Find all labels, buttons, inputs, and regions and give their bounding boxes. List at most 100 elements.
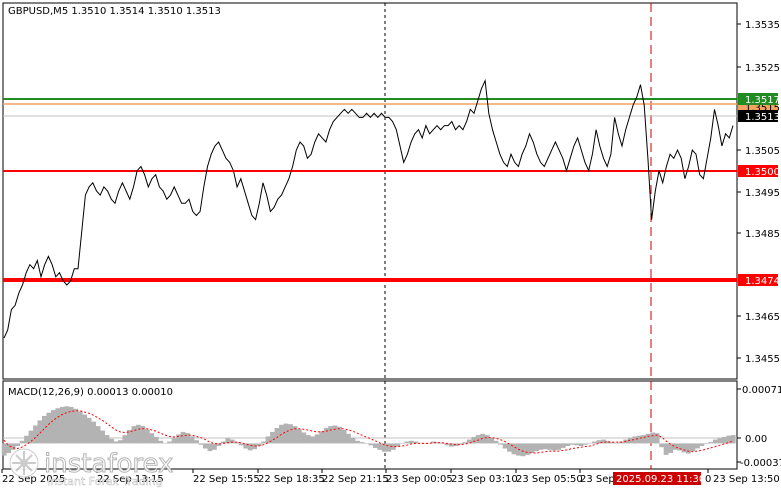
macd-bar	[449, 443, 454, 447]
macd-bar	[171, 438, 177, 444]
macd-bar	[73, 408, 79, 444]
macd-bar	[359, 442, 365, 444]
macd-bar	[440, 443, 445, 444]
macd-bar	[636, 435, 642, 444]
macd-bar	[176, 434, 181, 444]
macd-bar	[77, 411, 83, 444]
macd-signal-line	[3, 410, 734, 454]
macd-bar	[180, 431, 186, 444]
time-highlight-label: 2025.09.23 11:30	[616, 474, 705, 485]
macd-bar	[212, 443, 217, 450]
macd-bar	[95, 426, 101, 444]
macd-bar	[721, 437, 727, 444]
macd-bar	[534, 443, 539, 452]
macd-bar	[247, 443, 253, 451]
macd-bar	[118, 440, 123, 444]
macd-bar	[1, 443, 7, 456]
macd-bar	[668, 443, 673, 453]
macd-bar	[574, 443, 579, 446]
macd-bar	[346, 433, 351, 444]
macd-bar	[373, 443, 378, 448]
macd-bar	[42, 415, 47, 444]
macd-bar	[381, 443, 387, 452]
macd-bar	[493, 440, 499, 444]
macd-bar	[592, 441, 597, 444]
macd-bar	[198, 443, 204, 445]
time-label: 23 Sep	[580, 474, 615, 485]
macd-panel-frame	[2, 380, 738, 470]
price-series-group	[3, 78, 734, 339]
macd-bar	[368, 443, 374, 446]
macd-bar	[238, 443, 244, 446]
macd-bar	[194, 440, 199, 444]
price-line	[3, 78, 734, 339]
time-label: 22 Sep 21:15	[322, 474, 389, 485]
macd-bar	[229, 439, 235, 444]
macd-bar	[551, 443, 557, 451]
macd-bar	[377, 443, 383, 450]
chart-header-title: GBPUSD,M5 1.3510 1.3514 1.3510 1.3513	[8, 6, 221, 17]
macd-bar	[502, 443, 508, 449]
macd-bar	[726, 435, 732, 444]
macd-bar	[641, 435, 647, 444]
macd-bar	[610, 442, 615, 444]
macd-bar	[319, 431, 325, 444]
macd-bar	[131, 426, 137, 444]
macd-bar	[703, 443, 709, 444]
macd-bar	[64, 406, 70, 444]
macd-bar	[28, 430, 34, 444]
macd-bar	[507, 443, 512, 452]
time-label: 0	[705, 474, 711, 485]
macd-bar	[323, 428, 329, 444]
macd-bar	[498, 443, 503, 445]
macd-bar	[444, 443, 450, 446]
macd-bar	[109, 438, 114, 444]
time-label: 22 Sep 2025	[2, 474, 65, 485]
macd-bar	[288, 424, 293, 444]
level-tag-text: 1.3513	[745, 112, 780, 123]
macd-tick-label: -0.00037	[740, 458, 781, 469]
macd-bar	[149, 433, 155, 444]
macd-bar	[82, 414, 88, 444]
macd-bar	[627, 437, 633, 444]
macd-bar	[605, 440, 611, 444]
macd-bar	[632, 436, 638, 444]
macd-bar	[556, 443, 562, 450]
macd-bar	[153, 437, 159, 444]
price-tick-label: 1.3525	[745, 63, 780, 74]
macd-bar	[364, 443, 369, 444]
macd-bar	[489, 437, 495, 444]
time-axis: 22 Sep 2025 22 Sep 13:15 22 Sep 15:55 22…	[1, 469, 780, 485]
macd-bar	[68, 406, 74, 444]
macd-bar	[189, 436, 195, 444]
watermark-tagline: Instant Forex Trading	[47, 475, 163, 488]
macd-bar	[283, 423, 289, 444]
macd-bar	[185, 433, 190, 444]
macd-bar	[426, 442, 432, 444]
macd-bar	[91, 421, 96, 444]
macd-bar	[672, 443, 678, 450]
macd-bar	[431, 441, 436, 444]
macd-bar	[708, 442, 714, 444]
macd-bar	[220, 441, 226, 444]
macd-bar	[511, 443, 517, 455]
macd-bar	[127, 430, 132, 444]
time-label: 22 Sep 18:35	[258, 474, 325, 485]
macd-bar	[51, 410, 56, 444]
macd-bar	[261, 441, 266, 444]
price-axis: 1.3535 1.3525 1.3505 1.3495 1.3485 1.346…	[737, 20, 780, 365]
macd-tick-label: 0.00	[745, 434, 767, 445]
price-tick-label: 1.3535	[745, 20, 780, 31]
macd-bar	[578, 443, 584, 446]
macd-bar	[37, 420, 43, 444]
macd-bar	[587, 442, 593, 444]
macd-bar	[484, 435, 490, 444]
macd-bar	[614, 442, 620, 444]
macd-bar	[122, 435, 128, 444]
macd-bar	[10, 443, 16, 450]
macd-bar	[399, 443, 405, 444]
macd-bar	[457, 443, 463, 445]
time-label: 22 Sep 15:55	[193, 474, 260, 485]
macd-bar	[140, 426, 146, 444]
macd-bar	[59, 406, 65, 444]
